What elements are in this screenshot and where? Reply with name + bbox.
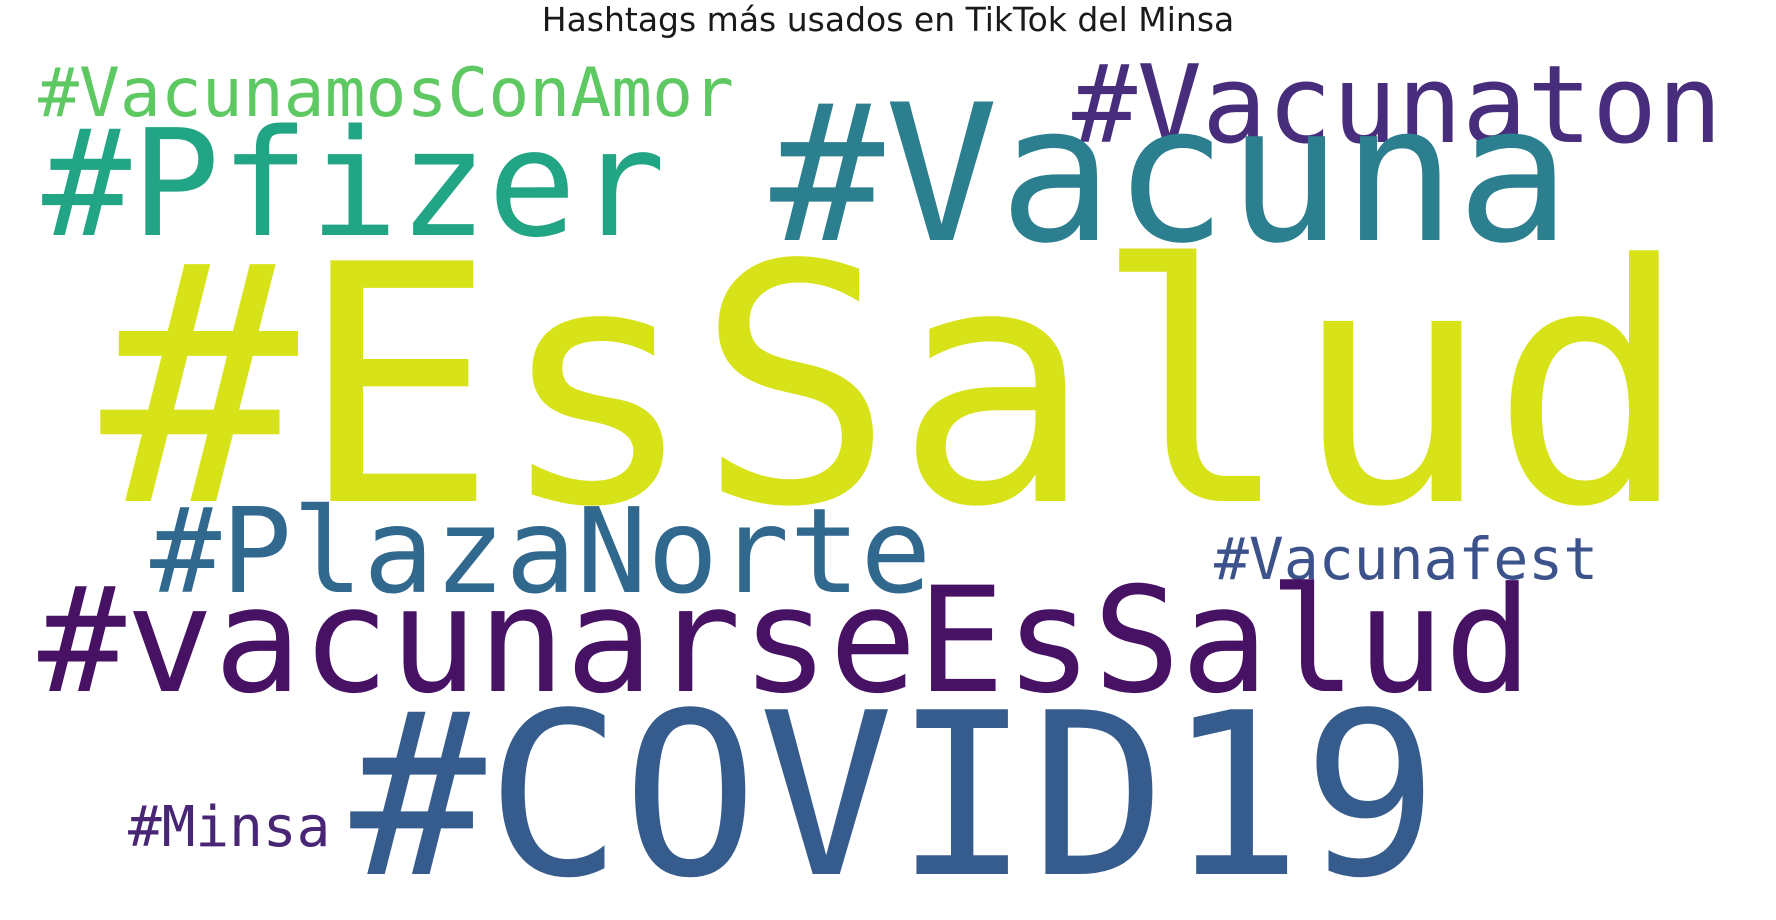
word-covid19: #COVID19 xyxy=(350,665,1439,920)
figure-title: Hashtags más usados en TikTok del Minsa xyxy=(541,0,1235,39)
word-essalud: #EsSalud xyxy=(100,195,1690,579)
word-pfizer: #Pfizer xyxy=(42,98,666,270)
word-minsa: #Minsa xyxy=(128,795,331,860)
word-vacunamosconamor: #VacunamosConAmor xyxy=(38,54,734,133)
word-vacuna: #Vacuna xyxy=(770,64,1571,285)
word-vacunafest: #Vacunafest xyxy=(1214,525,1599,593)
word-vacunaton: #Vacunaton xyxy=(1072,43,1723,168)
word-plazanorte: #PlazaNorte xyxy=(150,482,932,620)
word-vacunarseessalud: #vacunarseEsSalud xyxy=(38,556,1533,726)
